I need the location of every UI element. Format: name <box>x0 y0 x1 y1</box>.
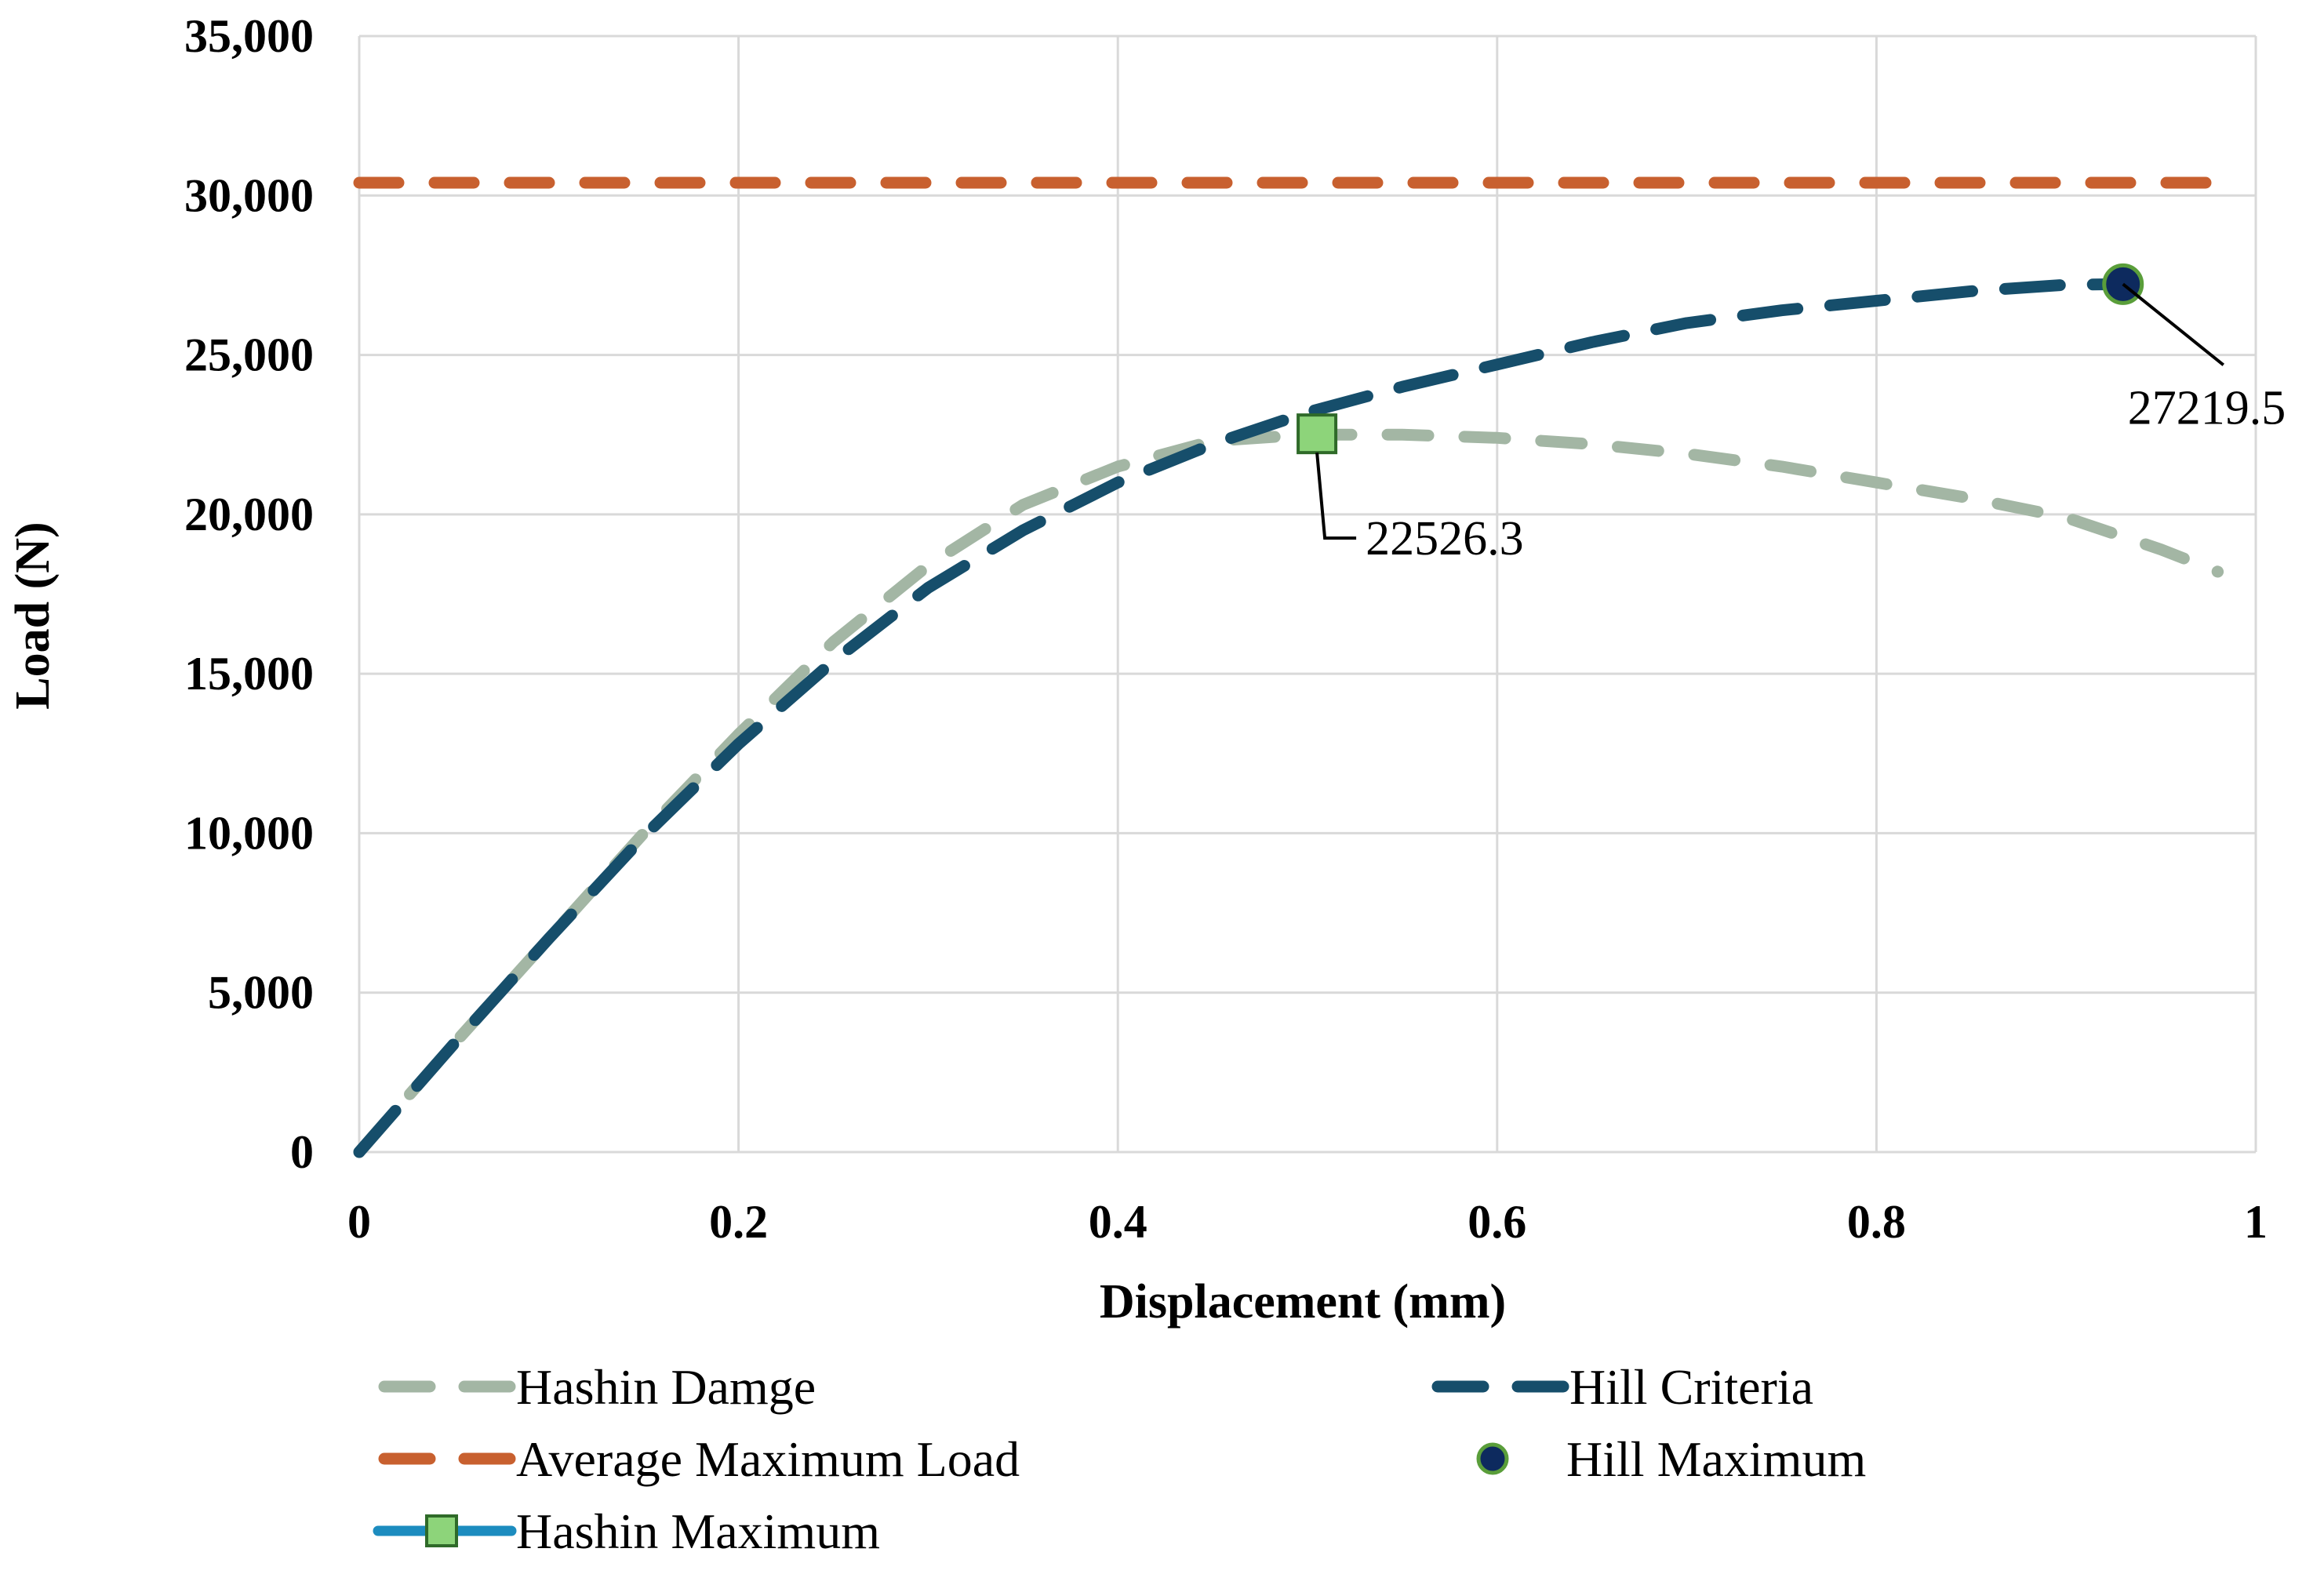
x-tick-label: 0.2 <box>709 1196 768 1248</box>
y-tick-label: 20,000 <box>184 489 314 540</box>
legend-label-hill-criteria: Hill Criteria <box>1569 1359 1813 1415</box>
x-tick-label: 0.8 <box>1847 1196 1906 1248</box>
y-axis-ticks: 0 5,000 10,000 15,000 20,000 25,000 30,000 35,0… <box>184 10 314 1178</box>
legend-swatch-hashin-maximum <box>425 1514 458 1547</box>
legend-swatch-hill-maximum <box>1476 1442 1509 1475</box>
hill-maximum-label: 27219.5 <box>2128 381 2286 434</box>
series-line-hill-criteria <box>353 278 2129 1158</box>
hashin-maximum-label: 22526.3 <box>1366 512 1524 565</box>
series-line-hashin-damge <box>353 428 2224 1158</box>
x-axis-title: Displacement (mm) <box>1100 1275 1506 1329</box>
y-tick-label: 35,000 <box>184 10 314 62</box>
hashin-maximum-leader <box>1315 452 1357 540</box>
y-tick-label: 15,000 <box>184 648 314 700</box>
x-tick-label: 0.6 <box>1468 1196 1526 1248</box>
y-tick-label: 0 <box>290 1126 314 1178</box>
legend-label-average-maximum-load: Average Maximum Load <box>516 1431 1020 1487</box>
y-tick-label: 5,000 <box>208 967 314 1019</box>
legend-label-hashin-damge: Hashin Damge <box>516 1359 816 1415</box>
x-tick-label: 0.4 <box>1089 1196 1147 1248</box>
y-tick-label: 30,000 <box>184 169 314 221</box>
y-tick-label: 10,000 <box>184 807 314 859</box>
x-tick-label: 1 <box>2244 1196 2268 1248</box>
x-axis-ticks: 0 0.2 0.4 0.6 0.8 1 <box>347 1196 2268 1248</box>
legend: Hashin Damge Hill Criteria Average Maximum… <box>373 1359 1866 1559</box>
data-labels: 22526.3 27219.5 <box>1315 282 2286 565</box>
series-lines <box>353 176 2224 1158</box>
x-tick-label: 0 <box>347 1196 371 1248</box>
legend-label-hill-maximum: Hill Maximum <box>1566 1431 1866 1487</box>
grid-lines <box>358 35 2257 1154</box>
hashin-maximum-marker <box>1297 413 1338 455</box>
hill-maximum-leader <box>2122 282 2224 366</box>
y-axis-title: Load (N) <box>6 522 60 709</box>
y-tick-label: 25,000 <box>184 329 314 381</box>
legend-label-hashin-maximum: Hashin Maximum <box>516 1503 880 1559</box>
